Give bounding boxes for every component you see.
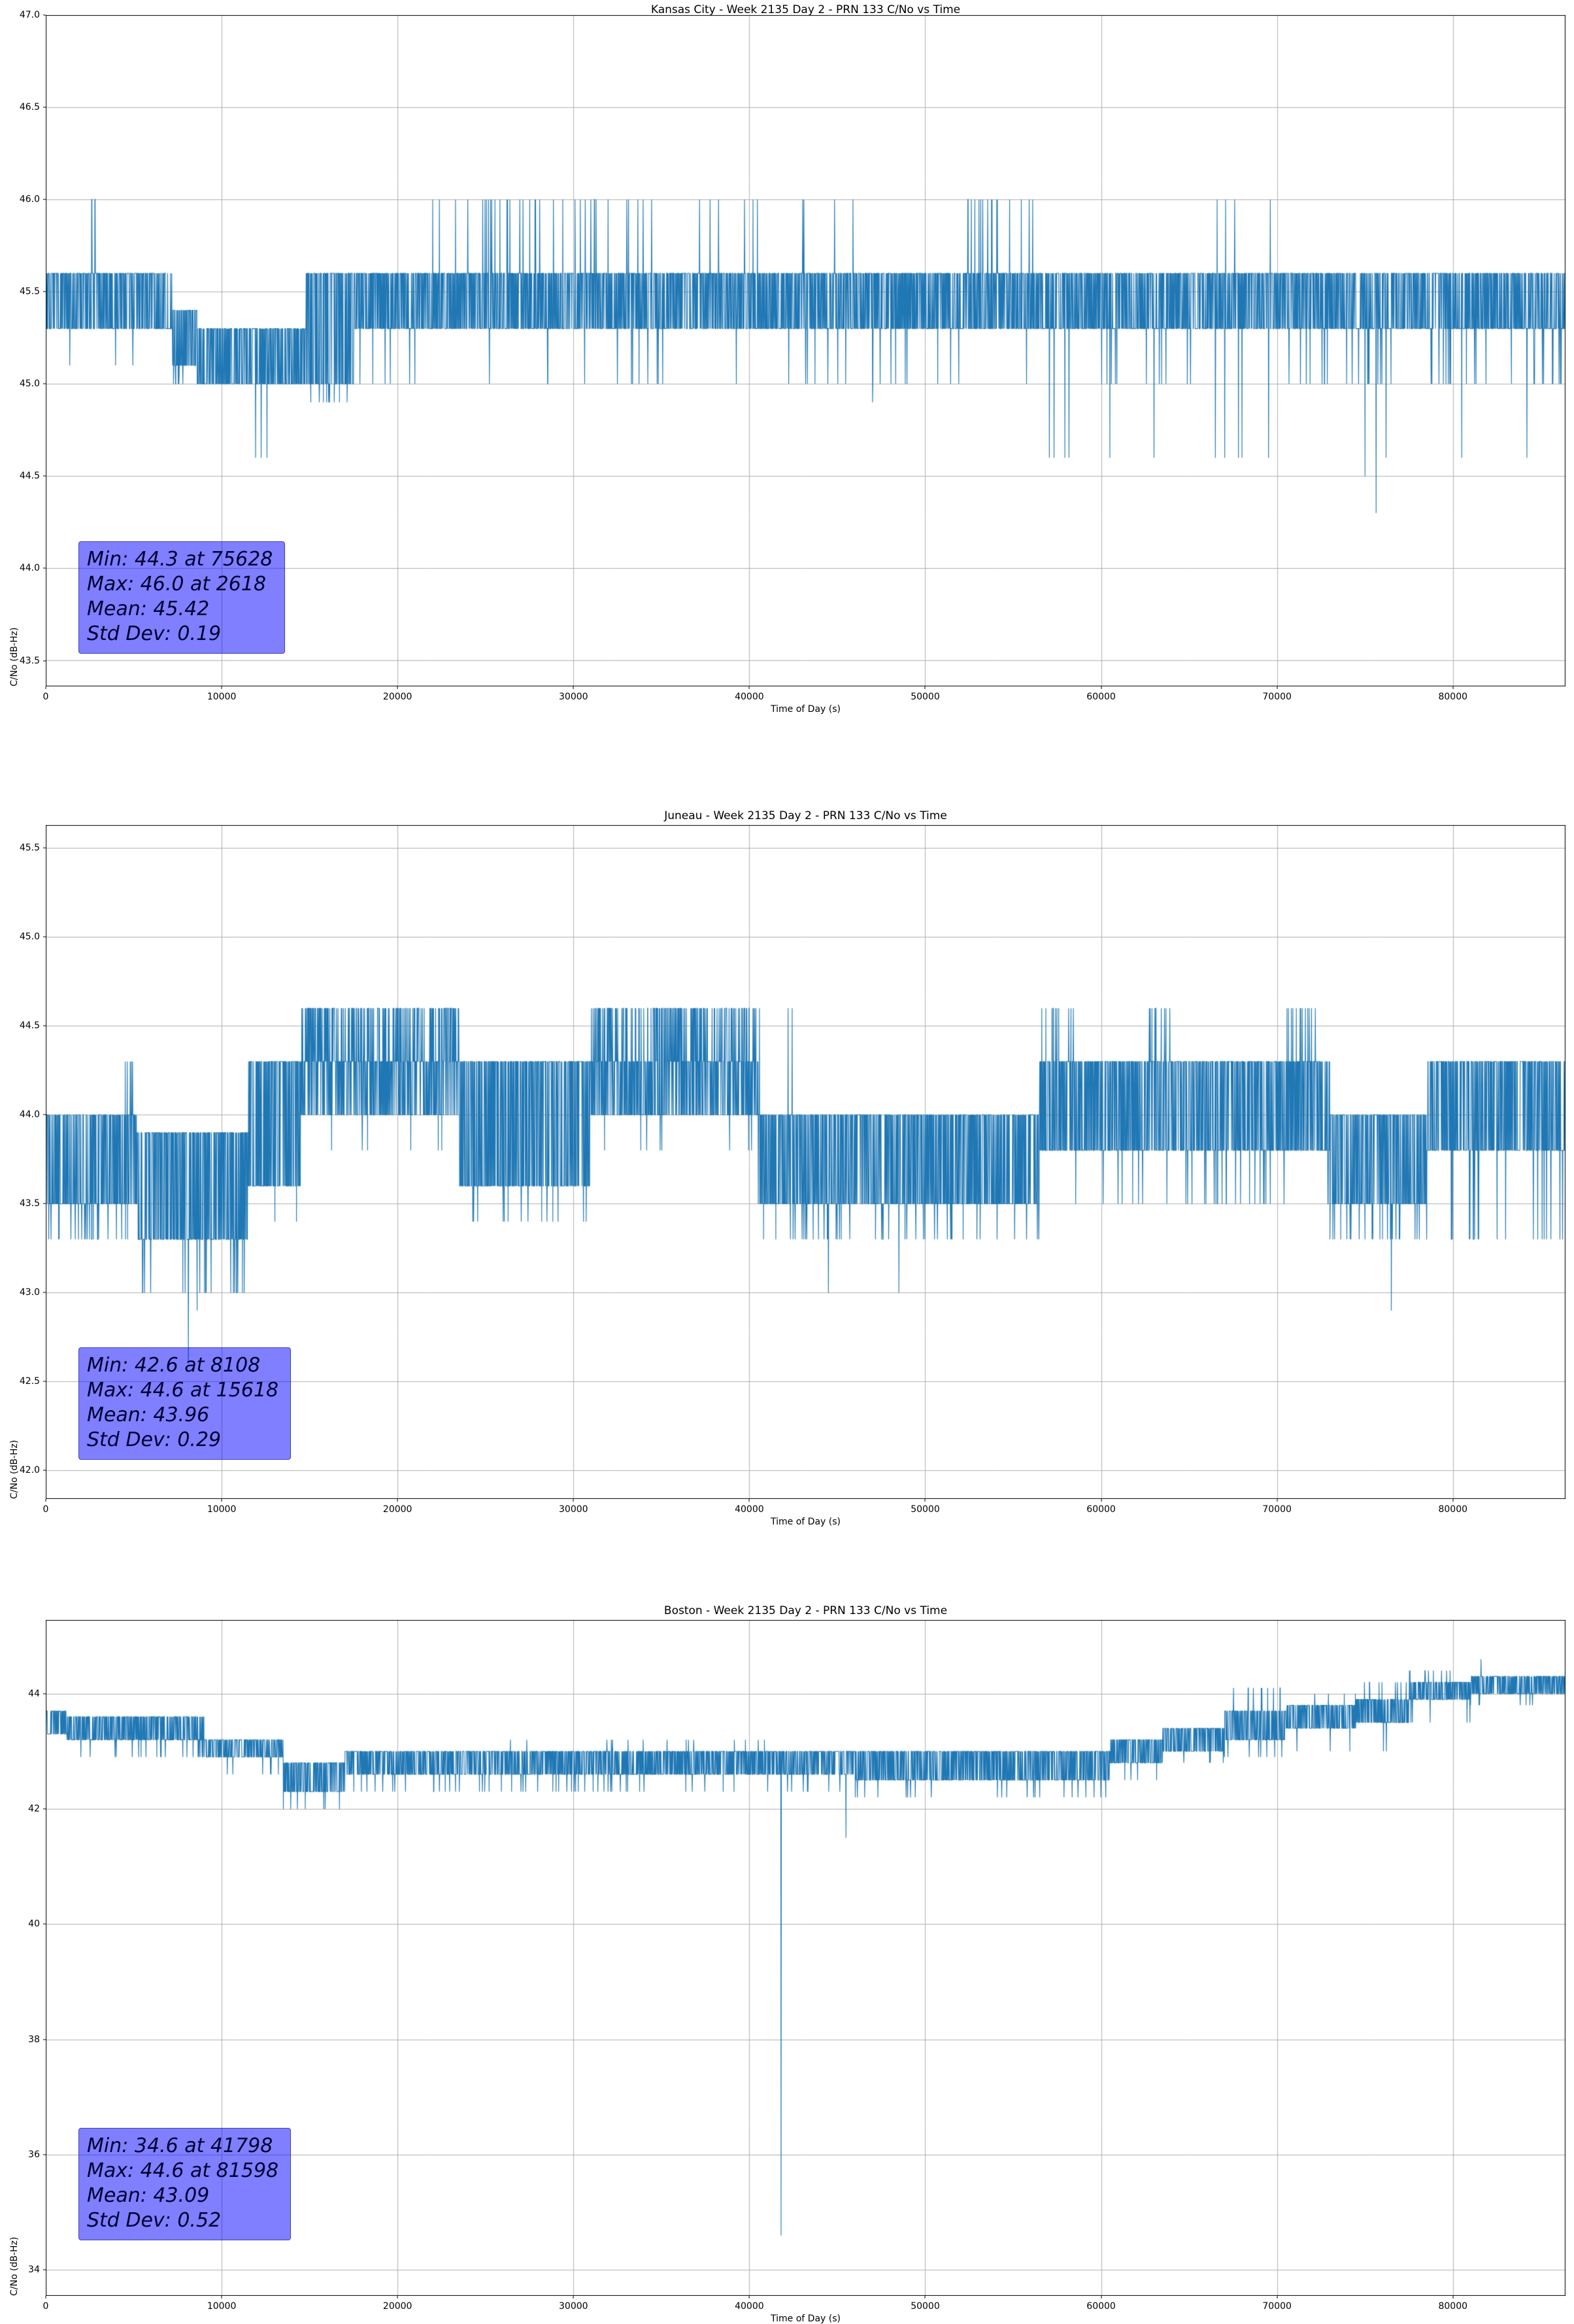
y-tick-label: 47.0 — [19, 10, 40, 20]
x-tick-label: 70000 — [1262, 1504, 1292, 1515]
stats-box: Min: 44.3 at 75628 Max: 46.0 at 2618 Mea… — [78, 541, 286, 654]
x-tick-label: 10000 — [207, 1504, 237, 1515]
plot-canvas — [46, 15, 1566, 686]
x-tick-label: 30000 — [559, 2301, 588, 2312]
x-axis-label: Time of Day (s) — [771, 704, 841, 715]
x-tick-label: 20000 — [382, 2301, 412, 2312]
x-tick-mark — [573, 2296, 574, 2299]
x-tick-label: 40000 — [735, 2301, 764, 2312]
y-tick-label: 46.0 — [19, 194, 40, 205]
x-tick-label: 0 — [42, 1504, 49, 1515]
y-tick-label: 44 — [28, 1688, 40, 1699]
x-tick-mark — [924, 686, 926, 689]
y-tick-label: 42.0 — [19, 1465, 40, 1476]
x-tick-mark — [397, 686, 398, 689]
plot-canvas — [46, 1620, 1566, 2296]
stat-mean: Mean: 43.09 — [87, 2184, 210, 2207]
x-tick-label: 30000 — [559, 1504, 588, 1515]
y-tick-label: 43.0 — [19, 1287, 40, 1298]
x-tick-label: 40000 — [735, 692, 764, 702]
x-tick-mark — [573, 686, 574, 689]
stat-stddev: Std Dev: 0.52 — [87, 2209, 222, 2232]
x-tick-label: 20000 — [382, 1504, 412, 1515]
y-tick-label: 45.5 — [19, 843, 40, 854]
x-tick-label: 50000 — [911, 1504, 940, 1515]
stat-max: Max: 44.6 at 15618 — [87, 1379, 279, 1402]
x-tick-mark — [924, 1499, 926, 1502]
x-tick-mark — [748, 1499, 750, 1502]
plot-canvas — [46, 825, 1566, 1499]
y-tick-label: 44.0 — [19, 563, 40, 574]
stats-box: Min: 34.6 at 41798 Max: 44.6 at 81598 Me… — [78, 2128, 292, 2240]
x-tick-label: 60000 — [1086, 1504, 1116, 1515]
y-axis-label: C/No (dB-Hz) — [9, 627, 20, 686]
stat-stddev: Std Dev: 0.19 — [87, 622, 222, 645]
x-tick-mark — [924, 2296, 926, 2299]
x-axis-label: Time of Day (s) — [771, 1517, 841, 1527]
y-tick-label: 36 — [28, 2149, 40, 2161]
stat-min: Min: 42.6 at 8108 — [87, 1354, 261, 1377]
chart-title: Boston - Week 2135 Day 2 - PRN 133 C/No … — [663, 1604, 948, 1617]
y-axis-label: C/No (dB-Hz) — [9, 2236, 20, 2296]
x-tick-mark — [748, 2296, 750, 2299]
plot-area: 42.0 42.5 43.0 43.5 44.0 44.5 45.0 45.5 0 10000 2… — [9, 825, 1566, 1527]
x-tick-label: 60000 — [1086, 692, 1116, 702]
stat-mean: Mean: 45.42 — [87, 598, 210, 620]
x-tick-label: 80000 — [1438, 2301, 1468, 2312]
x-tick-label: 10000 — [207, 2301, 237, 2312]
y-tick-label: 46.5 — [19, 102, 40, 113]
stats-box: Min: 42.6 at 8108 Max: 44.6 at 15618 Mea… — [78, 1347, 292, 1460]
x-tick-label: 50000 — [911, 692, 940, 702]
y-tick-label: 42.5 — [19, 1376, 40, 1387]
plot-area: 34 36 38 40 42 44 0 10000 20000 30000 40000 50000 6… — [9, 1620, 1566, 2324]
y-tick-label: 40 — [28, 1919, 40, 1930]
y-tick-label: 45.5 — [19, 286, 40, 297]
x-tick-mark — [573, 1499, 574, 1502]
x-tick-label: 0 — [42, 692, 49, 702]
x-tick-label: 60000 — [1086, 2301, 1116, 2312]
x-tick-mark — [1452, 1499, 1454, 1502]
x-tick-mark — [748, 686, 750, 689]
y-tick-label: 44.0 — [19, 1109, 40, 1120]
x-tick-label: 40000 — [735, 1504, 764, 1515]
stat-mean: Mean: 43.96 — [87, 1404, 210, 1426]
x-tick-label: 70000 — [1262, 692, 1292, 702]
stat-max: Max: 44.6 at 81598 — [87, 2159, 279, 2182]
chart-title: Juneau - Week 2135 Day 2 - PRN 133 C/No … — [664, 809, 947, 822]
x-tick-label: 10000 — [207, 692, 237, 702]
y-tick-label: 43.5 — [19, 1198, 40, 1209]
y-tick-label: 45.0 — [19, 379, 40, 390]
stat-max: Max: 46.0 at 2618 — [87, 573, 267, 596]
x-tick-label: 0 — [42, 2301, 49, 2312]
x-tick-mark — [1452, 2296, 1454, 2299]
stat-min: Min: 44.3 at 75628 — [87, 548, 273, 571]
y-tick-label: 42 — [28, 1804, 40, 1815]
y-tick-label: 44.5 — [19, 471, 40, 482]
x-tick-label: 20000 — [382, 692, 412, 702]
x-tick-mark — [397, 1499, 398, 1502]
chart-title: Kansas City - Week 2135 Day 2 - PRN 133 … — [650, 3, 961, 16]
x-axis-label: Time of Day (s) — [771, 2314, 841, 2324]
x-tick-label: 30000 — [559, 692, 588, 702]
stat-min: Min: 34.6 at 41798 — [87, 2134, 273, 2157]
x-tick-mark — [397, 2296, 398, 2299]
x-tick-label: 80000 — [1438, 1504, 1468, 1515]
plot-area: 43.5 44.0 44.5 45.0 45.5 46.0 46.5 47.0 0 10000 2… — [9, 10, 1566, 715]
x-tick-label: 70000 — [1262, 2301, 1292, 2312]
x-tick-label: 80000 — [1438, 692, 1468, 702]
y-tick-label: 45.0 — [19, 932, 40, 943]
chart-kansas-city: Kansas City - Week 2135 Day 2 - PRN 133 … — [0, 0, 1574, 719]
x-tick-label: 50000 — [911, 2301, 940, 2312]
stat-stddev: Std Dev: 0.29 — [87, 1428, 222, 1451]
y-tick-label: 38 — [28, 2034, 40, 2045]
y-axis-label: C/No (dB-Hz) — [9, 1440, 20, 1499]
y-tick-label: 44.5 — [19, 1020, 40, 1032]
chart-juneau: Juneau - Week 2135 Day 2 - PRN 133 C/No … — [0, 719, 1574, 1527]
y-tick-label: 34 — [28, 2265, 40, 2276]
x-tick-mark — [1452, 686, 1454, 689]
y-tick-label: 43.5 — [19, 655, 40, 666]
chart-boston: Boston - Week 2135 Day 2 - PRN 133 C/No … — [0, 1519, 1574, 2324]
